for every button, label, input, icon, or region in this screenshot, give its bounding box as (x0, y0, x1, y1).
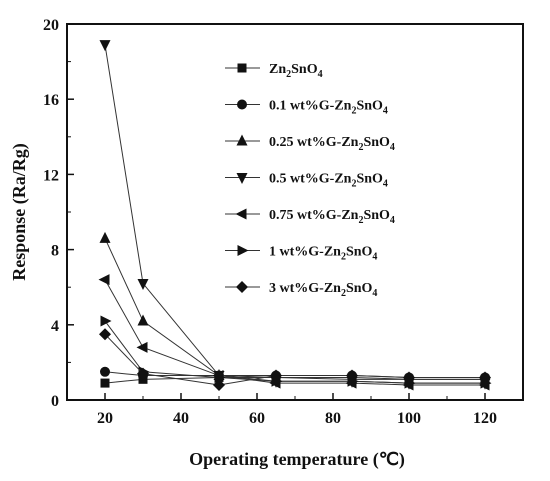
legend-entry-1: Zn2SnO4 (225, 62, 323, 80)
y-tick-label: 20 (43, 17, 59, 34)
legend-text-part: SnO (356, 99, 383, 114)
legend-subscript: 4 (372, 252, 377, 263)
legend-marker (237, 245, 249, 256)
data-point (99, 40, 111, 52)
legend-text-part: Zn (269, 62, 286, 77)
x-tick-label: 60 (249, 410, 265, 427)
x-tick-label: 120 (473, 410, 497, 427)
legend-label: 1 wt%G-Zn2SnO4 (269, 245, 377, 263)
legend-subscript: 4 (318, 69, 323, 80)
legend-text-part: 0.25 wt%G-Zn (269, 135, 359, 150)
legend-text-part: 3 wt%G-Zn (269, 281, 341, 296)
legend-subscript: 2 (351, 106, 356, 117)
x-axis-title: Operating temperature (℃) (189, 449, 405, 470)
x-axis-ticks: 20 40 60 80 100 120 (97, 393, 497, 427)
series-line (104, 320, 485, 384)
legend-text-part: SnO (356, 172, 383, 187)
legend-entry-7: 3 wt%G-Zn2SnO4 (225, 281, 377, 299)
legend-marker (236, 281, 248, 293)
data-point (214, 371, 226, 383)
y-axis-title: Response (Ra/Rg) (9, 143, 30, 281)
legend-text-part: SnO (363, 208, 390, 223)
legend-entry-4: 0.5 wt%G-Zn2SnO4 (225, 172, 388, 190)
legend-subscript: 2 (286, 69, 291, 80)
series-7 (99, 328, 491, 391)
legend-label: 0.5 wt%G-Zn2SnO4 (269, 172, 388, 190)
legend-subscript: 4 (390, 142, 395, 153)
legend-subscript: 2 (341, 252, 346, 263)
x-tick-label: 100 (397, 410, 421, 427)
y-tick-label: 8 (51, 243, 59, 260)
legend-text-part: SnO (291, 62, 318, 77)
series-layer (98, 40, 492, 391)
legend-label: 0.1 wt%G-Zn2SnO4 (269, 99, 388, 117)
legend-label: Zn2SnO4 (269, 62, 323, 80)
legend-marker (237, 99, 247, 110)
legend-text-part: SnO (363, 135, 390, 150)
data-point (346, 369, 358, 382)
series-2 (100, 366, 490, 383)
legend-text-part: 0.1 wt%G-Zn (269, 99, 352, 114)
legend-label: 0.25 wt%G-Zn2SnO4 (269, 135, 395, 153)
x-tick-label: 40 (173, 410, 189, 427)
data-point (136, 341, 148, 353)
legend-subscript: 2 (358, 215, 363, 226)
legend-text-part: SnO (346, 281, 373, 296)
legend-label: 3 wt%G-Zn2SnO4 (269, 281, 377, 299)
data-point (100, 366, 110, 377)
y-tick-label: 12 (43, 167, 59, 184)
legend-subscript: 4 (372, 288, 377, 299)
legend-entry-3: 0.25 wt%G-Zn2SnO4 (225, 134, 395, 153)
legend-subscript: 2 (358, 142, 363, 153)
legend-subscript: 4 (383, 179, 388, 190)
data-point (98, 274, 110, 286)
data-point (403, 371, 415, 384)
y-tick-label: 0 (51, 393, 59, 410)
data-point (99, 231, 111, 243)
legend-label: 0.75 wt%G-Zn2SnO4 (269, 208, 395, 226)
legend-marker (236, 173, 248, 184)
data-point (270, 369, 282, 382)
data-point (137, 278, 149, 290)
legend-text-part: 0.75 wt%G-Zn (269, 208, 359, 223)
data-point (213, 378, 225, 391)
data-point (99, 328, 111, 341)
legend-marker (236, 134, 248, 146)
data-point (479, 371, 491, 384)
legend-marker (237, 63, 247, 73)
legend-text-part: 1 wt%G-Zn (269, 245, 341, 260)
legend-entry-2: 0.1 wt%G-Zn2SnO4 (225, 99, 388, 117)
data-point (100, 378, 110, 388)
y-axis-ticks: 0 4 8 12 16 20 (43, 17, 74, 410)
legend-entry-6: 1 wt%G-Zn2SnO4 (225, 245, 377, 263)
legend-subscript: 4 (383, 106, 388, 117)
x-tick-label: 80 (325, 410, 341, 427)
legend-subscript: 4 (390, 215, 395, 226)
legend-subscript: 2 (341, 288, 346, 299)
legend-entry-5: 0.75 wt%G-Zn2SnO4 (225, 208, 395, 226)
y-tick-label: 4 (51, 318, 59, 335)
legend-subscript: 2 (351, 179, 356, 190)
data-point (100, 315, 112, 327)
legend-marker (235, 208, 247, 220)
data-point (137, 314, 149, 326)
legend-text-part: SnO (346, 245, 373, 260)
data-point (137, 367, 149, 380)
legend-text-part: 0.5 wt%G-Zn (269, 172, 352, 187)
y-tick-label: 16 (43, 92, 59, 109)
x-tick-label: 20 (97, 410, 113, 427)
